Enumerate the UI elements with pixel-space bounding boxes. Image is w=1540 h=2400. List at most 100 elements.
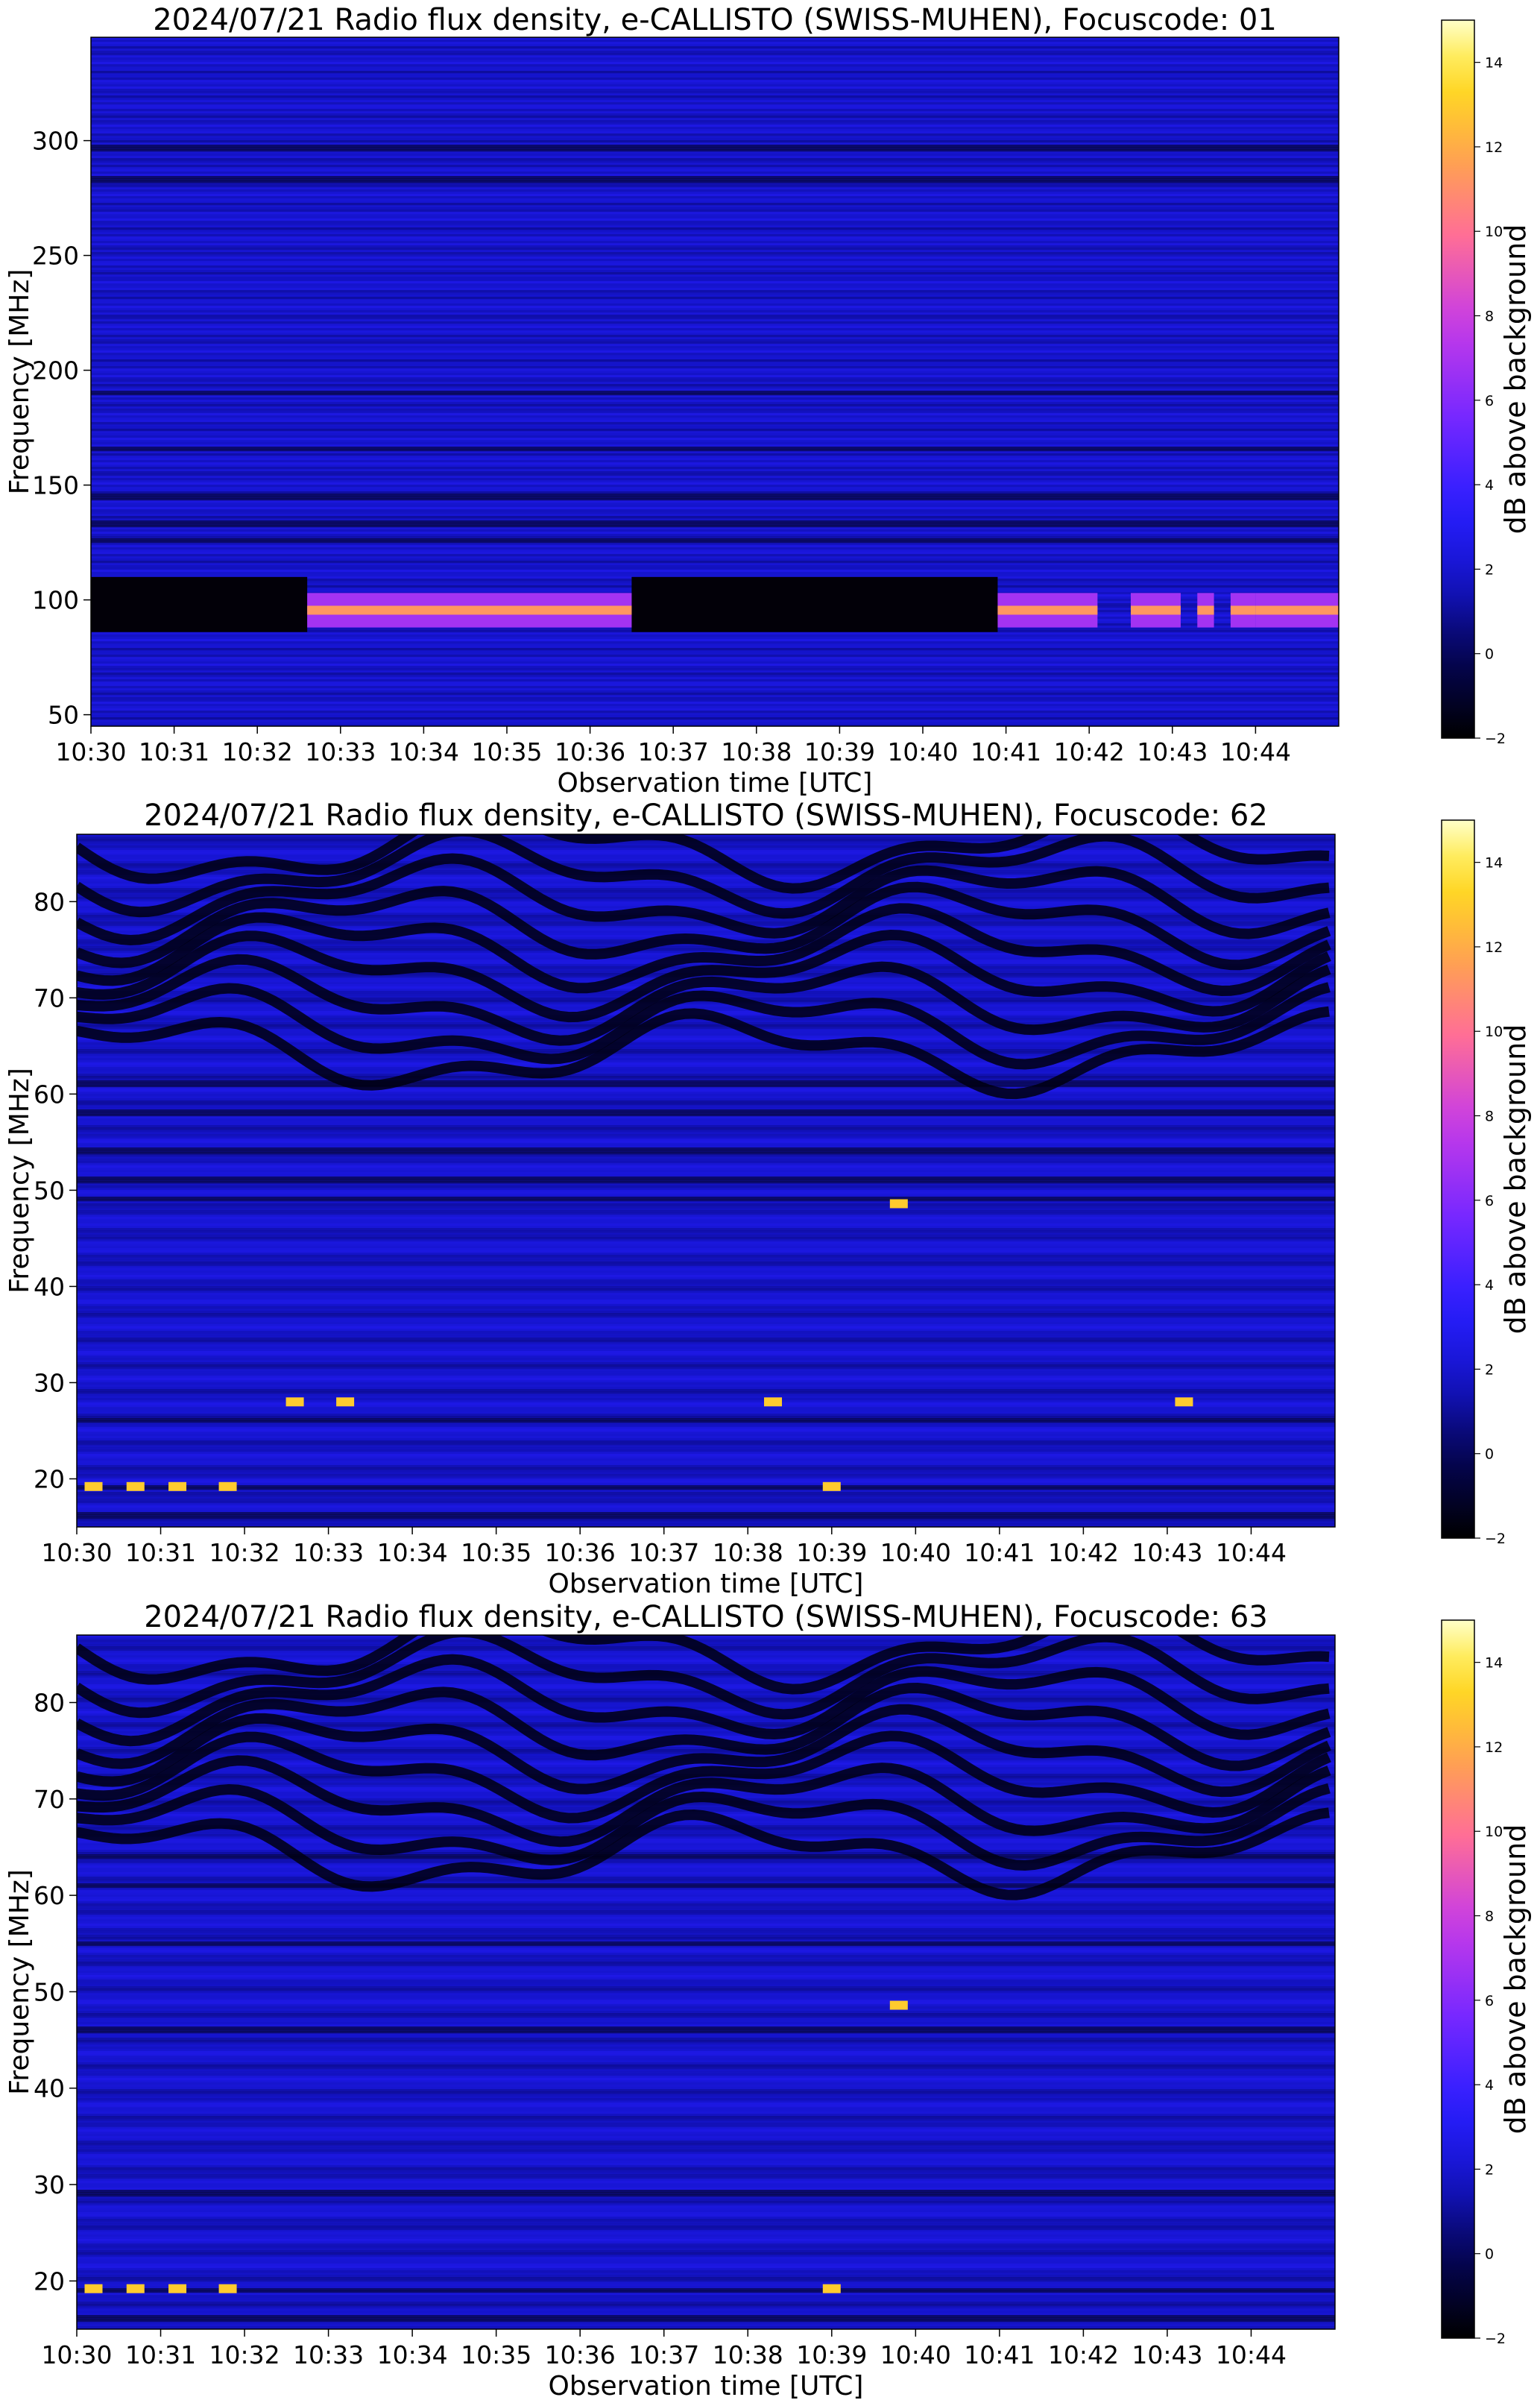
spectrogram-row: [77, 2056, 1335, 2059]
spectral-wave: [77, 903, 1331, 996]
x-tick-label: 10:32: [209, 2340, 280, 2369]
spectrogram-row: [77, 1456, 1335, 1459]
spectrogram-row: [77, 1270, 1335, 1273]
spectrogram-row: [91, 243, 1339, 246]
spectrogram-row: [91, 711, 1339, 714]
spectrogram-row: [91, 543, 1339, 546]
spectrogram-row: [77, 2058, 1335, 2061]
spectrogram-row: [91, 335, 1339, 338]
spectrogram-row: [77, 1807, 1335, 1810]
spectrogram-row: [91, 223, 1339, 226]
spectrogram-row: [77, 2165, 1335, 2168]
spectrogram-row: [91, 404, 1339, 407]
spectrogram-row: [91, 346, 1339, 349]
spectrogram-row: [91, 176, 1339, 179]
spectrogram-row: [77, 1308, 1335, 1311]
spectrogram-row: [77, 1973, 1335, 1976]
spectrogram-row: [91, 286, 1339, 289]
spectrogram-row: [77, 1347, 1335, 1349]
spectrogram-row: [77, 1329, 1335, 1332]
spectrogram-row: [77, 1022, 1335, 1025]
spectrogram-row: [77, 1825, 1335, 1828]
spectrogram-row: [77, 1371, 1335, 1374]
spectrogram-row: [77, 1237, 1335, 1240]
colorbar-label: dB above background: [1499, 224, 1532, 535]
spectrogram-row: [77, 1805, 1335, 1808]
spectrogram-row: [77, 1673, 1335, 1676]
spectrogram-row: [77, 2116, 1335, 2119]
spectrogram-row: [91, 221, 1339, 224]
spectrogram-row: [77, 1519, 1335, 1522]
spectrogram-row: [77, 922, 1335, 925]
spectrogram-row: [91, 145, 1339, 148]
spectrogram-row: [77, 1389, 1335, 1392]
spectrogram-row: [77, 1398, 1335, 1401]
spectrogram-row: [91, 210, 1339, 212]
spectrogram-row: [77, 1975, 1335, 1978]
spectrogram-row: [77, 2042, 1335, 2045]
spectrogram-row: [77, 1103, 1335, 1106]
spectrogram-row: [91, 344, 1339, 347]
spectrogram-row: [77, 1776, 1335, 1779]
spectrogram-row: [91, 321, 1339, 324]
y-tick-label: 60: [34, 1080, 65, 1109]
colorbar-tick-label: 8: [1485, 309, 1494, 325]
spectrogram-row: [77, 2022, 1335, 2025]
spectrogram-row: [77, 1047, 1335, 1050]
spectrogram-row: [77, 2089, 1335, 2092]
spectrogram-row: [91, 127, 1339, 130]
spectrogram-row: [77, 1957, 1335, 1960]
spectrogram-row: [77, 1935, 1335, 1938]
spectrogram-row: [91, 565, 1339, 568]
spectrogram-row: [77, 1852, 1335, 1855]
spectrogram-row: [77, 1447, 1335, 1450]
spectrogram-row: [91, 722, 1339, 725]
spectrogram-row: [91, 185, 1339, 188]
spectrogram-row: [77, 1458, 1335, 1461]
x-tick-label: 10:31: [125, 2340, 196, 2369]
spectrogram-row: [77, 2145, 1335, 2148]
spectrogram-row: [77, 1503, 1335, 1506]
spectrogram-row: [77, 1635, 1335, 1638]
spectrogram-row: [77, 1637, 1335, 1640]
spectrogram-row: [77, 1984, 1335, 1987]
spectrogram-row: [77, 1977, 1335, 1980]
spectrogram-row: [77, 951, 1335, 954]
spectrogram-row: [91, 216, 1339, 219]
spectrogram-row: [77, 1928, 1335, 1931]
x-tick-label: 10:41: [964, 1538, 1035, 1567]
spectrogram-row: [91, 149, 1339, 152]
spectrogram-row: [77, 1751, 1335, 1754]
spectrogram-row: [91, 174, 1339, 177]
spectral-wave: [77, 982, 1331, 1070]
spectrogram-row: [77, 2192, 1335, 2195]
spectrogram-row: [77, 1049, 1335, 1052]
spectrogram-row: [91, 254, 1339, 257]
spectrogram-row: [77, 1722, 1335, 1725]
spectrogram-row: [91, 104, 1339, 107]
spectrogram-row: [77, 1454, 1335, 1457]
spectrogram-row: [77, 1856, 1335, 1859]
spectrogram-row: [77, 2006, 1335, 2009]
y-tick-label: 70: [34, 983, 65, 1012]
spectrogram-row: [77, 1125, 1335, 1128]
spectrogram-row: [91, 637, 1339, 640]
spectrogram-row: [77, 857, 1335, 860]
x-tick-label: 10:41: [964, 2340, 1035, 2369]
spectrogram-row: [77, 1443, 1335, 1446]
spectrogram-row: [91, 142, 1339, 145]
spectrogram-row: [77, 2221, 1335, 2224]
spectrogram-row: [91, 236, 1339, 239]
spectrogram-row: [91, 469, 1339, 472]
spectrogram-row: [77, 1239, 1335, 1242]
spectrogram-row: [91, 306, 1339, 309]
colorbar-tick-label: 0: [1485, 2246, 1494, 2263]
spectrogram-row: [77, 1250, 1335, 1253]
spectrogram-row: [91, 690, 1339, 693]
spectrogram-row: [91, 113, 1339, 116]
plot-frame: [76, 834, 1336, 1528]
spectrogram-row: [77, 1277, 1335, 1280]
spectrogram-row: [77, 1206, 1335, 1209]
spectrogram-row: [91, 69, 1339, 72]
spectrogram-row: [91, 183, 1339, 186]
